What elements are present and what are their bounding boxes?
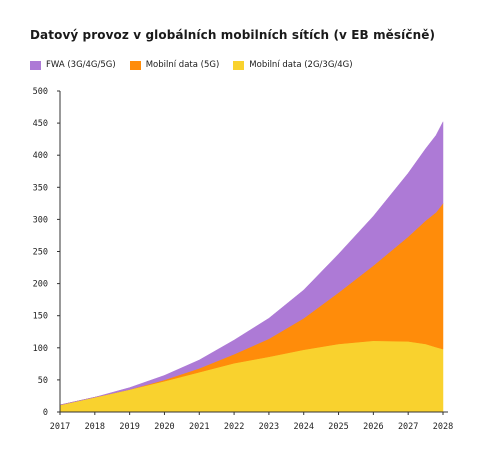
y-tick-label: 150: [33, 312, 48, 322]
legend-item-legacy: Mobilní data (2G/3G/4G): [233, 60, 353, 70]
y-tick-label: 250: [33, 248, 48, 258]
y-tick-label: 500: [33, 87, 48, 97]
legend-label-fwa: FWA (3G/4G/5G): [46, 60, 116, 70]
x-tick-label: 2021: [189, 422, 209, 432]
legend-swatch-5g: [129, 60, 141, 70]
y-tick-label: 0: [43, 408, 48, 418]
y-tick-label: 450: [33, 119, 48, 129]
chart-title: Datový provoz v globálních mobilních sít…: [30, 28, 436, 42]
x-tick-label: 2024: [293, 422, 313, 432]
legend-swatch-legacy: [233, 60, 245, 70]
y-tick-label: 350: [33, 183, 48, 193]
legend-item-5g: Mobilní data (5G): [129, 60, 220, 70]
legend: FWA (3G/4G/5G) Mobilní data (5G) Mobilní…: [30, 60, 353, 70]
x-tick-label: 2018: [85, 422, 105, 432]
legend-swatch-fwa: [30, 60, 41, 70]
y-tick-label: 50: [38, 376, 48, 386]
legend-label-legacy: Mobilní data (2G/3G/4G): [249, 60, 353, 70]
x-tick-label: 2020: [154, 422, 174, 432]
area-fwa: [59, 121, 444, 406]
x-tick-label: 2027: [398, 422, 418, 432]
legend-item-fwa: FWA (3G/4G/5G): [30, 60, 116, 70]
x-tick-label: 2028: [433, 422, 453, 432]
x-tick-label: 2023: [259, 422, 279, 432]
x-tick-label: 2022: [224, 422, 244, 432]
x-tick-label: 2025: [328, 422, 348, 432]
x-tick-label: 2017: [50, 422, 70, 432]
y-tick-label: 200: [33, 280, 48, 290]
y-tick-label: 400: [33, 151, 48, 161]
legend-label-5g: Mobilní data (5G): [145, 60, 220, 70]
x-tick-label: 2026: [363, 422, 383, 432]
y-tick-label: 100: [33, 344, 48, 354]
y-tick-label: 300: [33, 215, 48, 225]
x-tick-label: 2019: [119, 422, 139, 432]
